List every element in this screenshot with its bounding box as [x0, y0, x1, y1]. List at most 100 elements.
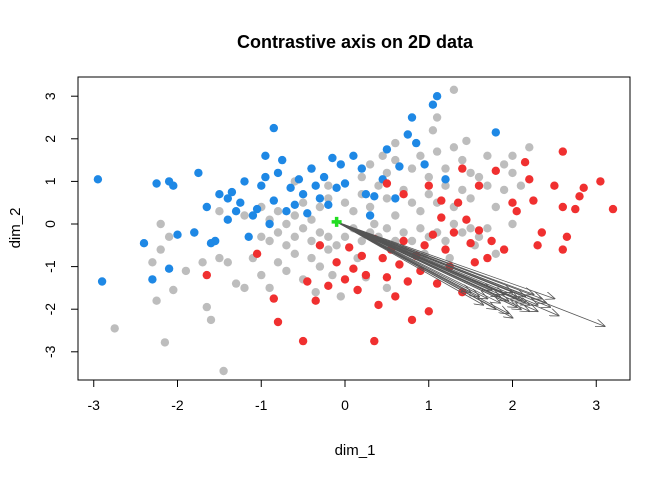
point-gray: [432, 113, 442, 122]
point-red: [428, 230, 438, 239]
x-tick-label: 1: [425, 397, 433, 413]
point-blue: [303, 209, 312, 218]
point-gray: [265, 283, 274, 293]
point-gray: [499, 185, 509, 195]
point-blue: [227, 187, 237, 197]
point-blue: [223, 194, 232, 203]
contrastive-arrow: [336, 221, 500, 297]
point-red: [370, 336, 379, 346]
point-gray: [202, 302, 211, 312]
x-tick-label: -2: [171, 397, 184, 413]
point-gray: [231, 279, 241, 288]
point-red: [345, 243, 354, 252]
point-gray: [181, 266, 191, 276]
point-gray: [307, 253, 316, 263]
point-gray: [474, 232, 484, 241]
point-blue: [395, 162, 404, 171]
point-gray: [169, 285, 178, 295]
point-gray: [407, 236, 417, 246]
point-gray: [458, 228, 467, 237]
point-gray: [458, 155, 467, 165]
point-red: [462, 215, 471, 224]
point-gray: [441, 164, 450, 173]
point-gray: [428, 126, 438, 135]
point-gray: [466, 224, 475, 233]
point-red: [558, 147, 567, 156]
point-gray: [324, 232, 333, 241]
point-red: [403, 277, 412, 286]
point-red: [458, 164, 467, 173]
point-red: [315, 241, 325, 250]
point-blue: [97, 277, 107, 286]
point-gray: [449, 219, 459, 229]
y-tick-label: -1: [42, 260, 58, 273]
point-red: [269, 294, 278, 303]
point-gray: [257, 270, 266, 280]
point-gray: [499, 160, 509, 169]
point-gray: [357, 236, 366, 246]
point-gray: [449, 85, 459, 95]
point-gray: [282, 266, 291, 276]
point-blue: [223, 215, 232, 224]
point-red: [474, 181, 484, 190]
point-red: [453, 198, 463, 207]
point-gray: [416, 224, 425, 233]
point-red: [520, 158, 530, 167]
point-blue: [349, 151, 358, 160]
point-gray: [441, 181, 450, 190]
y-axis: -3 -2 -1 0 1 2 3: [42, 92, 79, 358]
point-blue: [403, 130, 412, 139]
point-gray: [336, 292, 345, 301]
point-blue: [298, 190, 308, 199]
point-red: [311, 296, 320, 305]
point-blue: [152, 179, 161, 188]
x-tick-label: 3: [592, 397, 600, 413]
y-tick-label: -3: [42, 345, 58, 358]
point-red: [575, 192, 584, 201]
point-red: [491, 166, 500, 175]
point-gray: [215, 207, 224, 216]
y-axis-label: dim_2: [7, 208, 24, 249]
x-axis: -3 -2 -1 0 1 2 3: [88, 379, 600, 413]
point-blue: [491, 128, 500, 137]
point-gray: [160, 338, 170, 347]
point-blue: [307, 164, 316, 173]
point-red: [361, 270, 371, 280]
point-blue: [290, 200, 299, 209]
point-blue: [261, 151, 270, 160]
point-red: [399, 236, 408, 246]
point-gray: [156, 219, 165, 229]
point-gray: [219, 366, 228, 376]
point-gray: [391, 138, 400, 148]
point-blue: [340, 179, 350, 188]
point-gray: [110, 324, 119, 333]
point-blue: [282, 207, 291, 216]
point-gray: [483, 224, 492, 233]
point-blue: [248, 211, 258, 220]
point-gray: [307, 236, 316, 246]
point-gray: [206, 315, 216, 325]
y-tick-label: 3: [42, 92, 58, 100]
point-red: [596, 177, 605, 186]
point-red: [550, 181, 559, 190]
point-gray: [349, 207, 358, 216]
point-red: [349, 264, 358, 273]
point-gray: [462, 136, 471, 146]
point-blue: [441, 175, 450, 184]
point-red: [533, 241, 542, 250]
point-red: [525, 175, 534, 184]
point-gray: [407, 198, 417, 207]
contrastive-arrow: [336, 221, 484, 305]
points-layer: [93, 85, 618, 376]
point-red: [508, 198, 517, 207]
point-blue: [244, 232, 253, 241]
point-gray: [365, 202, 375, 212]
point-blue: [265, 219, 274, 229]
point-red: [357, 251, 366, 261]
point-gray: [307, 215, 316, 224]
point-red: [374, 300, 383, 310]
point-gray: [328, 270, 337, 280]
contrastive-arrow: [336, 221, 525, 303]
point-gray: [466, 194, 475, 203]
